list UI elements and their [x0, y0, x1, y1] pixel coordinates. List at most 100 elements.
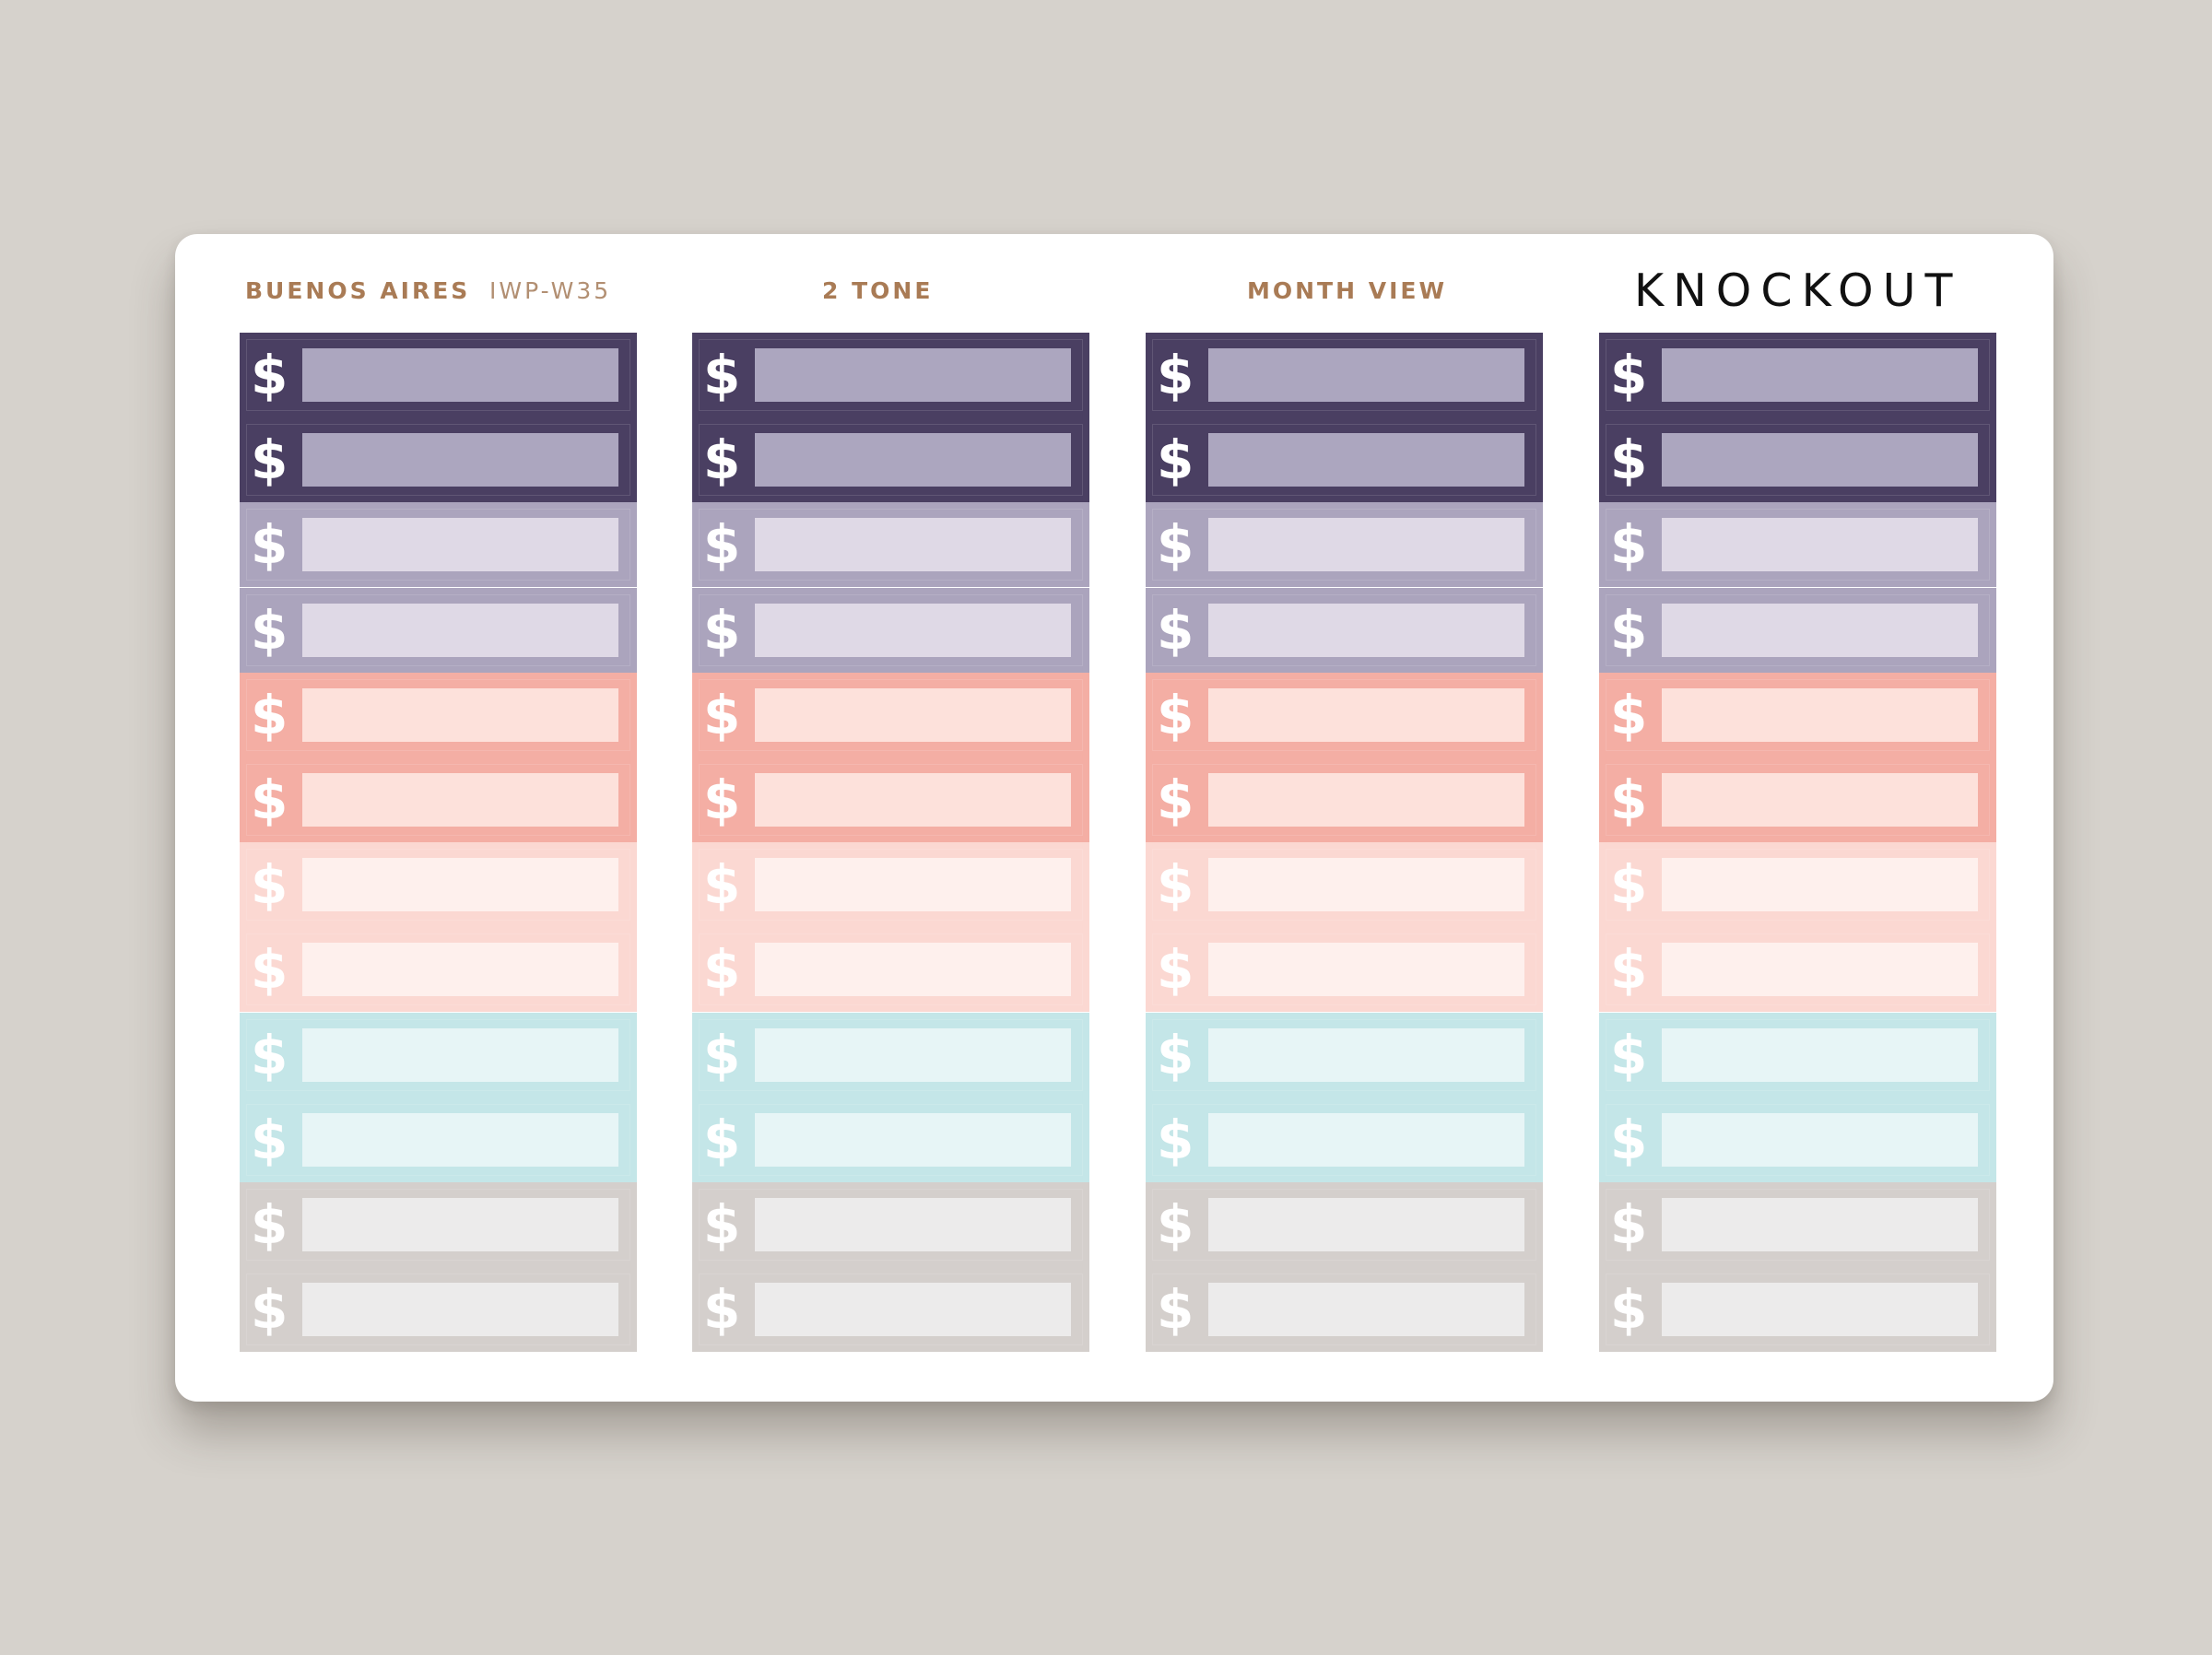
sticker-frame [1606, 339, 1990, 411]
dollar-sticker: $ [1146, 1182, 1543, 1267]
write-in-box [755, 687, 1071, 742]
dollar-sign-icon: $ [703, 598, 741, 662]
dollar-sticker: $ [1599, 502, 1996, 588]
dollar-sign-icon: $ [1610, 598, 1648, 662]
write-in-box [1208, 603, 1524, 657]
sticker-frame [1606, 1274, 1990, 1346]
sticker-frame [1152, 933, 1536, 1006]
dollar-sign-icon: $ [1157, 598, 1194, 662]
sticker-frame [1606, 1018, 1990, 1091]
dollar-sign-icon: $ [703, 938, 741, 1002]
dollar-sign-icon: $ [1157, 344, 1194, 406]
sticker-frame [1152, 678, 1536, 751]
write-in-box [1208, 348, 1524, 402]
dollar-sticker: $ [692, 417, 1089, 503]
dollar-sign-icon: $ [1610, 1023, 1648, 1086]
write-in-box [755, 1198, 1071, 1251]
style-name: 2 TONE [822, 277, 934, 304]
dollar-sticker: $ [240, 1097, 637, 1182]
sticker-frame [699, 678, 1083, 751]
sticker-column-3: $ $ $ $ $ $ $ $ $ $ $ $ [1146, 333, 1543, 1353]
dollar-sign-icon: $ [251, 1193, 288, 1256]
write-in-box [302, 1027, 618, 1082]
dollar-sticker: $ [692, 672, 1089, 757]
sticker-frame [699, 593, 1083, 666]
sticker-frame [1606, 509, 1990, 581]
sticker-frame [699, 339, 1083, 411]
sticker-column-2: $ $ $ $ $ $ $ $ $ $ $ $ [692, 333, 1089, 1353]
dollar-sticker: $ [1146, 417, 1543, 503]
write-in-box [302, 348, 618, 402]
sticker-frame [1152, 593, 1536, 666]
dollar-sign-icon: $ [1610, 853, 1648, 917]
write-in-box [755, 773, 1071, 827]
sticker-frame [246, 593, 630, 666]
dollar-sign-icon: $ [703, 1108, 741, 1171]
dollar-sign-icon: $ [1610, 1108, 1648, 1171]
dollar-sign-icon: $ [1610, 1278, 1648, 1342]
palette-name: BUENOS AIRES [245, 277, 471, 304]
write-in-box [755, 433, 1071, 487]
sticker-frame [246, 1018, 630, 1091]
dollar-sticker: $ [240, 672, 637, 757]
dollar-sticker: $ [1599, 927, 1996, 1013]
sticker-frame [699, 849, 1083, 921]
sticker-frame [246, 1103, 630, 1176]
write-in-box [302, 1112, 618, 1167]
dollar-sticker: $ [1146, 927, 1543, 1013]
dollar-sign-icon: $ [703, 683, 741, 746]
dollar-sticker: $ [1146, 672, 1543, 757]
dollar-sticker: $ [1146, 757, 1543, 842]
dollar-sign-icon: $ [1610, 769, 1648, 831]
sticker-frame [699, 1189, 1083, 1261]
write-in-box [1208, 433, 1524, 487]
dollar-sign-icon: $ [251, 1108, 288, 1171]
sticker-frame [246, 509, 630, 581]
sticker-frame [699, 1018, 1083, 1091]
dollar-sticker: $ [1146, 587, 1543, 673]
dollar-sign-icon: $ [703, 513, 741, 577]
sticker-frame [1152, 509, 1536, 581]
sticker-column-1: $ $ $ $ $ $ $ $ $ $ $ $ [240, 333, 637, 1353]
sticker-column-4: $ $ $ $ $ $ $ $ $ $ $ $ [1599, 333, 1996, 1353]
dollar-sticker: $ [1146, 1267, 1543, 1353]
sticker-frame [1152, 339, 1536, 411]
dollar-sticker: $ [240, 1267, 637, 1353]
dollar-sign-icon: $ [1157, 1278, 1194, 1342]
write-in-box [1662, 773, 1978, 827]
write-in-box [1208, 1198, 1524, 1251]
write-in-box [302, 1198, 618, 1251]
sticker-sheet: BUENOS AIRES IWP-W35 2 TONE MONTH VIEW K… [175, 234, 2053, 1402]
write-in-box [1662, 348, 1978, 402]
sticker-frame [1606, 1103, 1990, 1176]
write-in-box [1662, 518, 1978, 572]
dollar-sticker: $ [692, 927, 1089, 1013]
dollar-sticker: $ [692, 1012, 1089, 1097]
dollar-sticker: $ [1146, 1097, 1543, 1182]
sticker-frame [246, 424, 630, 497]
write-in-box [1662, 1027, 1978, 1082]
write-in-box [302, 603, 618, 657]
write-in-box [1662, 943, 1978, 997]
write-in-box [1208, 1112, 1524, 1167]
sticker-frame [1152, 1018, 1536, 1091]
dollar-sticker: $ [692, 842, 1089, 928]
dollar-sign-icon: $ [1157, 1193, 1194, 1256]
sticker-frame [1152, 424, 1536, 497]
dollar-sticker: $ [692, 757, 1089, 842]
dollar-sticker: $ [1146, 333, 1543, 417]
dollar-sign-icon: $ [1610, 1193, 1648, 1256]
sticker-frame [1152, 849, 1536, 921]
dollar-sticker: $ [240, 1182, 637, 1267]
dollar-sticker: $ [1599, 1012, 1996, 1097]
variant-name: KNOCKOUT [1634, 264, 1962, 317]
product-code: IWP-W35 [489, 277, 612, 304]
dollar-sign-icon: $ [1610, 428, 1648, 492]
dollar-sticker: $ [1599, 1097, 1996, 1182]
write-in-box [1208, 1027, 1524, 1082]
dollar-sign-icon: $ [251, 344, 288, 406]
write-in-box [1662, 858, 1978, 912]
write-in-box [302, 773, 618, 827]
sticker-frame [1606, 764, 1990, 836]
dollar-sign-icon: $ [251, 598, 288, 662]
